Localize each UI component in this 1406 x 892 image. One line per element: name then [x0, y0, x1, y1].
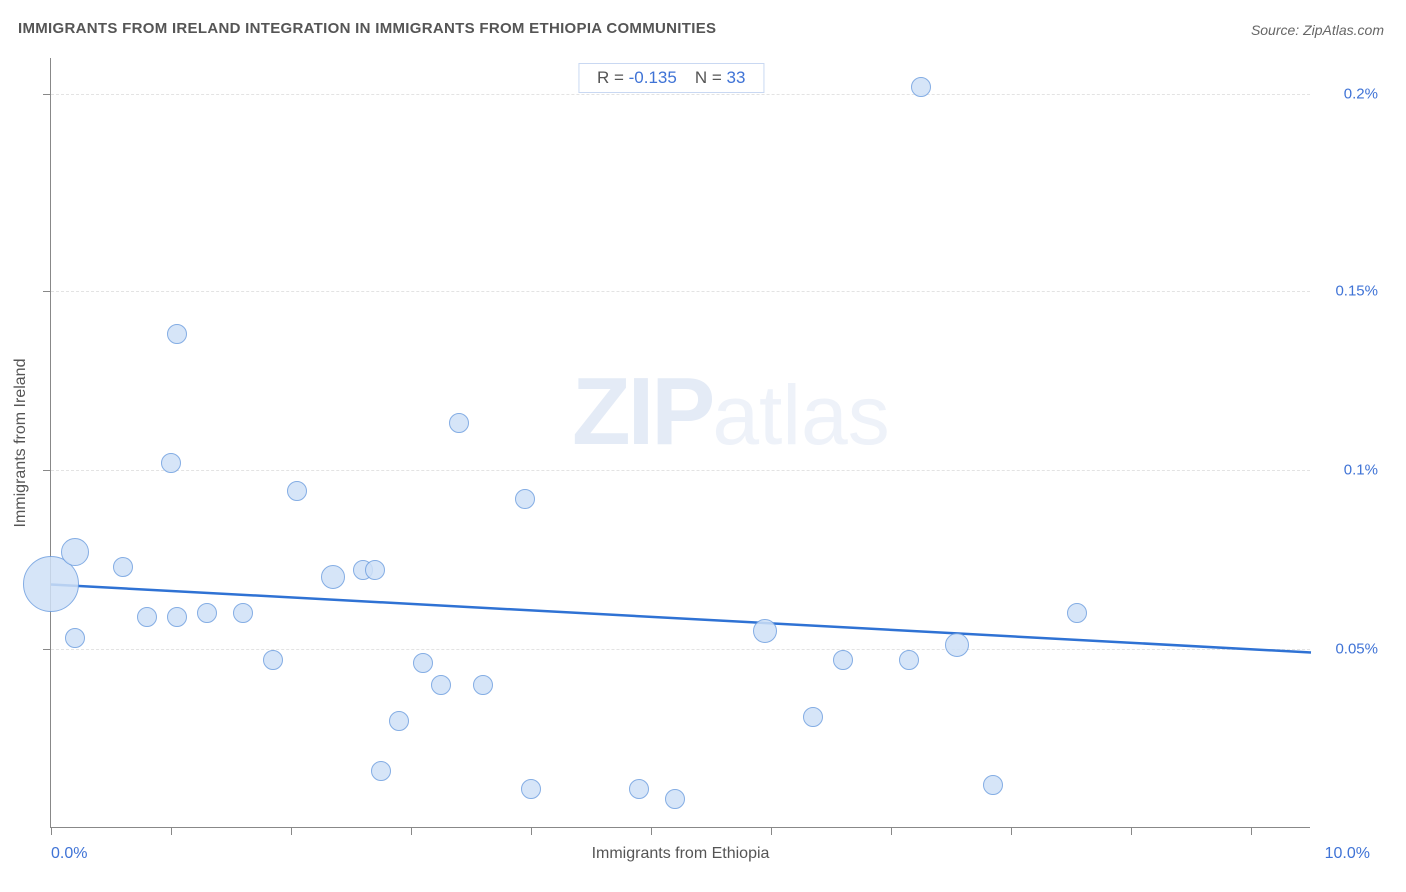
scatter-point — [321, 565, 345, 589]
y-tick-label: 0.2% — [1344, 85, 1378, 102]
scatter-point — [521, 779, 541, 799]
scatter-point — [431, 675, 451, 695]
scatter-point — [287, 481, 307, 501]
scatter-point — [161, 453, 181, 473]
y-tick — [43, 470, 51, 471]
scatter-point — [65, 628, 85, 648]
scatter-point — [629, 779, 649, 799]
x-tick — [411, 827, 412, 835]
x-tick — [1011, 827, 1012, 835]
scatter-point — [233, 603, 253, 623]
stat-n-label: N = — [695, 68, 722, 87]
scatter-point — [803, 707, 823, 727]
scatter-point — [665, 789, 685, 809]
scatter-point — [365, 560, 385, 580]
x-axis-label: Immigrants from Ethiopia — [592, 845, 770, 863]
scatter-point — [833, 650, 853, 670]
scatter-point — [61, 538, 89, 566]
x-tick — [1131, 827, 1132, 835]
y-tick-label: 0.1% — [1344, 461, 1378, 478]
y-tick — [43, 291, 51, 292]
x-tick — [51, 827, 52, 835]
x-tick — [771, 827, 772, 835]
scatter-point — [983, 775, 1003, 795]
y-tick — [43, 649, 51, 650]
x-tick — [1251, 827, 1252, 835]
scatter-point — [413, 653, 433, 673]
scatter-point — [449, 413, 469, 433]
stat-n-value: 33 — [726, 68, 745, 87]
chart-title: IMMIGRANTS FROM IRELAND INTEGRATION IN I… — [18, 20, 716, 37]
scatter-point — [473, 675, 493, 695]
stat-r-value: -0.135 — [629, 68, 677, 87]
scatter-point — [197, 603, 217, 623]
x-range-right: 10.0% — [1325, 845, 1370, 863]
stat-r-label: R = — [597, 68, 624, 87]
scatter-point — [911, 77, 931, 97]
x-tick — [291, 827, 292, 835]
scatter-point — [263, 650, 283, 670]
scatter-point — [945, 633, 969, 657]
scatter-point — [167, 607, 187, 627]
y-tick-label: 0.15% — [1335, 282, 1378, 299]
stat-n: N = 33 — [695, 68, 746, 88]
source-label: Source: ZipAtlas.com — [1251, 22, 1384, 38]
stats-box: R = -0.135 N = 33 — [578, 63, 764, 93]
y-tick-label: 0.05% — [1335, 640, 1378, 657]
scatter-point — [113, 557, 133, 577]
scatter-point — [371, 761, 391, 781]
x-tick — [651, 827, 652, 835]
y-tick — [43, 94, 51, 95]
trend-line-layer — [51, 58, 1310, 827]
scatter-point — [753, 619, 777, 643]
plot-area: ZIPatlas 0.05%0.1%0.15%0.2% R = -0.135 N… — [50, 58, 1310, 828]
scatter-point — [899, 650, 919, 670]
x-tick — [531, 827, 532, 835]
x-tick — [171, 827, 172, 835]
scatter-point — [167, 324, 187, 344]
scatter-point — [389, 711, 409, 731]
stat-r: R = -0.135 — [597, 68, 677, 88]
x-range-left: 0.0% — [51, 845, 87, 863]
x-tick — [891, 827, 892, 835]
scatter-point — [1067, 603, 1087, 623]
y-axis-label: Immigrants from Ireland — [12, 358, 30, 527]
scatter-point — [515, 489, 535, 509]
chart-root: IMMIGRANTS FROM IRELAND INTEGRATION IN I… — [0, 0, 1406, 892]
scatter-point — [137, 607, 157, 627]
